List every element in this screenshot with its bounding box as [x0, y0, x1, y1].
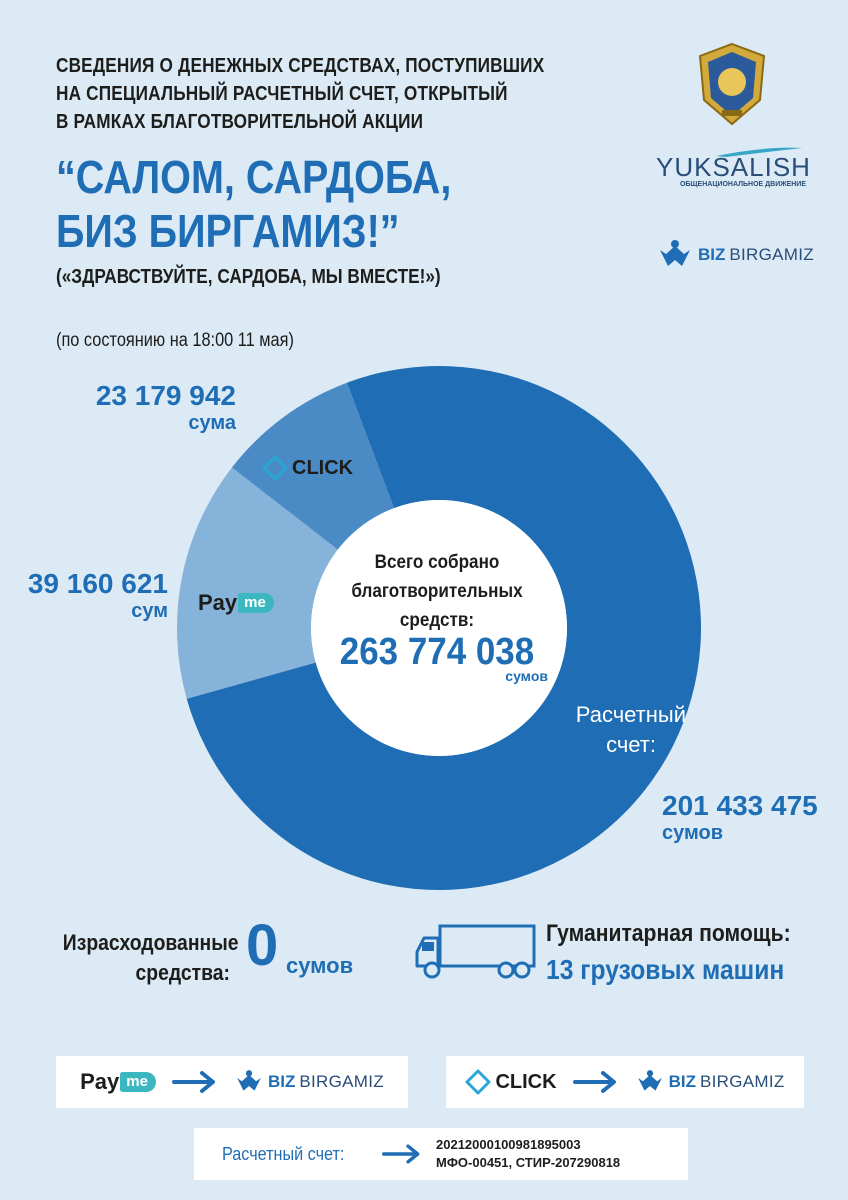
click-amount: 23 179 942 сума: [96, 380, 236, 435]
account-details: МФО-00451, СТИР-207290818: [436, 1155, 621, 1170]
bizbirgamiz-logo: BIZ BIRGAMIZ: [234, 1067, 384, 1097]
hands-heart-icon: [237, 1070, 261, 1091]
hands-heart-icon: [637, 1070, 662, 1091]
yuksalish-logo: YUKSALISH ОБЩЕНАЦИОНАЛЬНОЕ ДВИЖЕНИЕ: [656, 147, 811, 202]
payme-pay-text: Pay: [198, 590, 238, 615]
campaign-title-line-2: БИЗ БИРГАМИЗ!”: [56, 205, 400, 257]
campaign-title-line-1: “САЛОМ, САРДОБА,: [56, 151, 452, 203]
arrow-right-icon: [572, 1071, 616, 1093]
account-segment-label-2: счет:: [606, 732, 656, 757]
click-logo-text: CLICK: [495, 1070, 557, 1093]
account-details-card: Расчетный счет: 20212000100981895003 МФО…: [194, 1128, 688, 1180]
spent-label: Израсходованные средства:: [62, 928, 239, 988]
center-line-1: Всего собрано: [374, 552, 500, 573]
donut-segment-payme: [176, 467, 338, 699]
account-amount-value: 201 433 475: [662, 790, 818, 821]
spent-label-1: Израсходованные: [62, 930, 239, 955]
click-logo-text: CLICK: [292, 456, 354, 479]
payme-me-badge: me: [238, 593, 274, 613]
click-amount-value: 23 179 942: [95, 380, 236, 411]
donut-center: Всего собрано благотворительных средств:…: [312, 548, 562, 684]
campaign-title: “САЛОМ, САРДОБА, БИЗ БИРГАМИЗ!”: [56, 150, 516, 258]
headline-line-2: НА СПЕЦИАЛЬНЫЙ РАСЧЕТНЫЙ СЧЕТ, ОТКРЫТЫЙ: [56, 83, 508, 105]
center-line-2: благотворительных: [351, 581, 523, 602]
account-segment-label: Расчетный счет:: [570, 700, 686, 760]
center-line-3: средств:: [399, 610, 475, 631]
birgamiz-text: BIRGAMIZ: [299, 1072, 384, 1091]
birgamiz-text: BIRGAMIZ: [729, 245, 814, 264]
arrow-right-icon: [382, 1144, 420, 1164]
payme-logo-in-chart: Pay me: [198, 590, 274, 616]
total-unit: сумов: [505, 668, 548, 684]
account-amount: 201 433 475 сумов: [662, 790, 818, 845]
account-segment-label-1: Расчетный: [575, 702, 686, 727]
account-info: 20212000100981895003 МФО-00451, СТИР-207…: [436, 1136, 620, 1172]
total-amount: 263 774 038: [339, 631, 535, 673]
click-logo-in-chart: CLICK: [262, 455, 353, 481]
biz-text: BIZ: [698, 245, 726, 264]
account-label: Расчетный счет:: [222, 1143, 345, 1164]
headline-line-1: СВЕДЕНИЯ О ДЕНЕЖНЫХ СРЕДСТВАХ, ПОСТУПИВШ…: [56, 55, 545, 77]
donut-segment-click: [231, 382, 395, 550]
payme-amount-unit: сум: [131, 600, 168, 622]
arrow-right-icon: [171, 1071, 215, 1093]
donut-segment-account: [186, 365, 702, 890]
click-icon: [465, 1069, 491, 1095]
birgamiz-text: BIRGAMIZ: [699, 1072, 785, 1091]
spent-value: 0: [246, 913, 279, 978]
truck-icon: [414, 922, 538, 985]
headline-line-3: В РАМКАХ БЛАГОТВОРИТЕЛЬНОЙ АКЦИИ: [56, 111, 424, 133]
donut-hole: [311, 500, 567, 756]
emblem-logo: [692, 40, 772, 130]
account-amount-unit: сумов: [662, 822, 724, 844]
biz-text: BIZ: [267, 1072, 296, 1091]
yuksalish-tagline: ОБЩЕНАЦИОНАЛЬНОЕ ДВИЖЕНИЕ: [679, 181, 806, 188]
payme-me-badge: me: [120, 1072, 156, 1092]
bizbirgamiz-logo: BIZ BIRGAMIZ: [635, 1067, 785, 1097]
payme-pay-text: Pay: [80, 1069, 120, 1094]
payme-logo: Pay me: [80, 1069, 156, 1095]
payme-to-biz-card: Pay me BIZ BIRGAMIZ: [56, 1056, 408, 1108]
yuksalish-name: YUKSALISH: [656, 152, 811, 182]
payme-amount: 39 160 621 сум: [22, 568, 168, 623]
click-logo: CLICK: [465, 1069, 557, 1095]
account-number: 20212000100981895003: [436, 1137, 581, 1152]
bizbirgamiz-logo: BIZ BIRGAMIZ: [656, 236, 814, 274]
click-icon: [262, 455, 288, 481]
aid-label: Гуманитарная помощь:: [546, 920, 791, 947]
click-amount-unit: сума: [188, 412, 236, 434]
click-to-biz-card: CLICK BIZ BIRGAMIZ: [446, 1056, 804, 1108]
spent-label-2: средства:: [135, 960, 230, 985]
aid-value: 13 грузовых машин: [546, 954, 785, 985]
payme-amount-value: 39 160 621: [27, 568, 168, 599]
as-of-date: (по состоянию на 18:00 11 мая): [56, 330, 294, 351]
campaign-subtitle: («ЗДРАВСТВУЙТЕ, САРДОБА, МЫ ВМЕСТЕ!»): [56, 266, 441, 288]
biz-text: BIZ: [668, 1072, 696, 1091]
spent-unit: сумов: [286, 953, 354, 978]
hands-heart-icon: [660, 240, 690, 266]
headline: СВЕДЕНИЯ О ДЕНЕЖНЫХ СРЕДСТВАХ, ПОСТУПИВШ…: [56, 52, 636, 136]
